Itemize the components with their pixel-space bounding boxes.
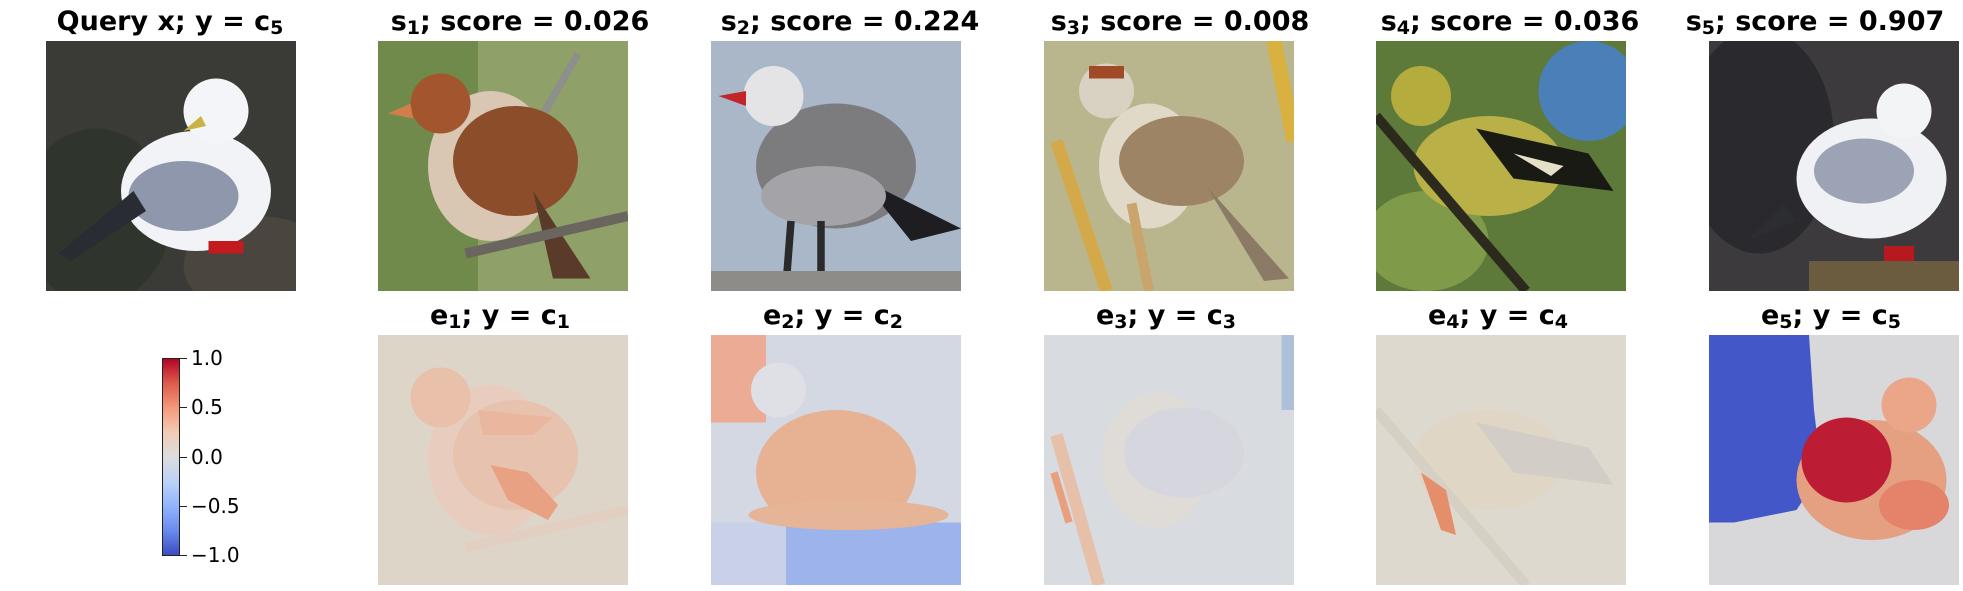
colorbar-tick-label: −0.5 xyxy=(191,495,240,517)
support-title-2: s2; score = 0.224 xyxy=(700,5,1000,39)
support-title-1: s1; score = 0.026 xyxy=(370,5,670,39)
support-title-3: s3; score = 0.008 xyxy=(1030,5,1330,39)
explanation-heatmap-1 xyxy=(378,335,628,585)
colorbar-tick xyxy=(180,407,187,408)
colorbar-tick xyxy=(180,358,187,359)
explanation-heatmap-5 xyxy=(1709,335,1959,585)
explanation-heatmap-4 xyxy=(1376,335,1626,585)
support-image-4 xyxy=(1376,41,1626,291)
colorbar-tick xyxy=(180,506,187,507)
explanation-title-2: e2; y = c2 xyxy=(703,299,963,333)
colorbar-tick xyxy=(180,555,187,556)
explanation-title-4: e4; y = c4 xyxy=(1368,299,1628,333)
explanation-title-5: e5; y = c5 xyxy=(1701,299,1961,333)
explanation-heatmap-3 xyxy=(1044,335,1294,585)
support-title-5: s5; score = 0.907 xyxy=(1670,5,1960,39)
colorbar-tick-label: 1.0 xyxy=(191,347,223,369)
support-image-5 xyxy=(1709,41,1959,291)
explanation-title-1: e1; y = c1 xyxy=(370,299,630,333)
colorbar-tick-label: −1.0 xyxy=(191,544,240,566)
support-title-4: s4; score = 0.036 xyxy=(1360,5,1660,39)
explanation-heatmap-2 xyxy=(711,335,961,585)
colorbar-tick-label: 0.0 xyxy=(191,446,223,468)
colorbar xyxy=(162,358,180,556)
colorbar-tick-label: 0.5 xyxy=(191,396,223,418)
support-image-2 xyxy=(711,41,961,291)
support-image-3 xyxy=(1044,41,1294,291)
query-image xyxy=(46,41,296,291)
colorbar-tick xyxy=(180,457,187,458)
support-image-1 xyxy=(378,41,628,291)
query-title: Query x; y = c5 xyxy=(40,5,300,39)
explanation-title-3: e3; y = c3 xyxy=(1036,299,1296,333)
